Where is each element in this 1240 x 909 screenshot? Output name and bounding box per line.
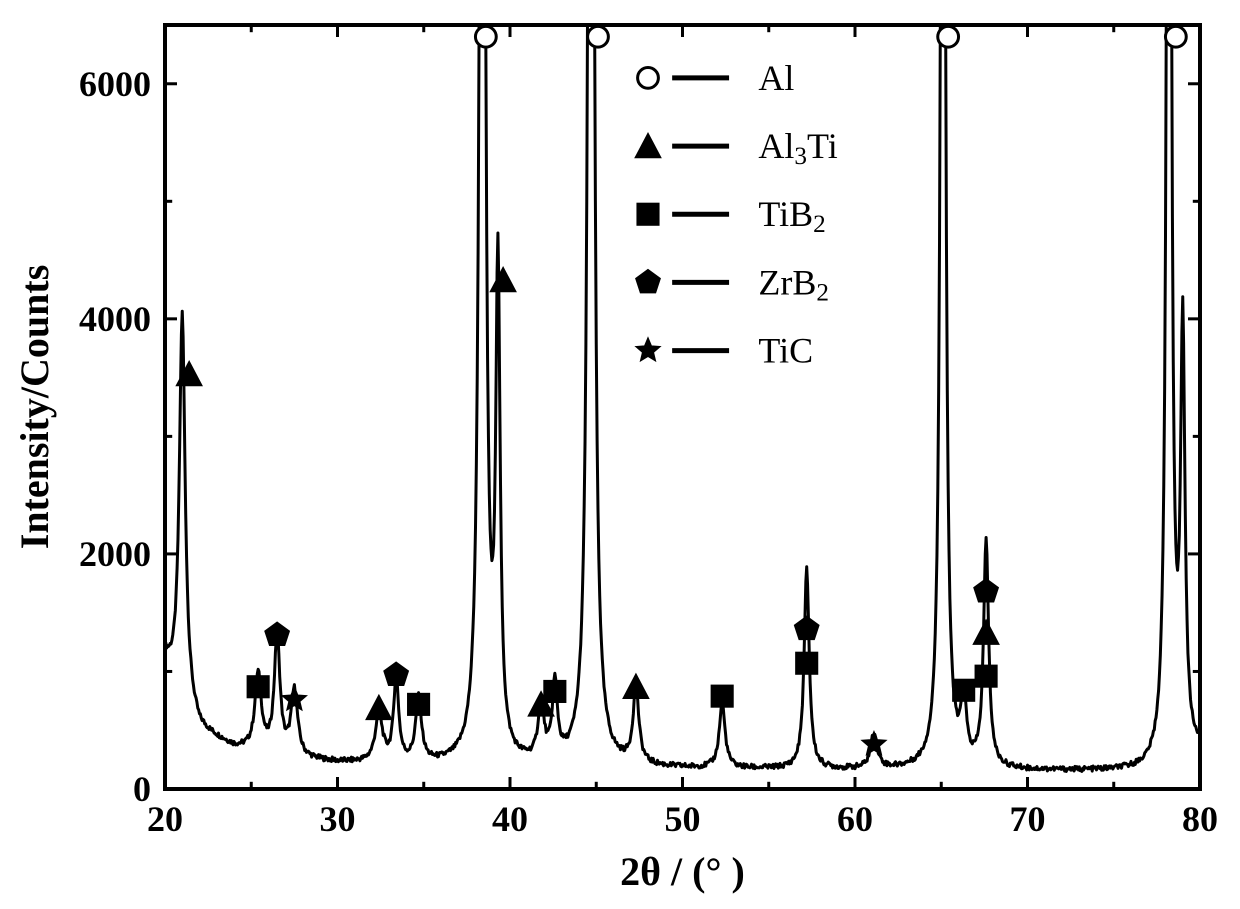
y-axis-label: Intensity/Counts: [12, 265, 57, 550]
marker-square: [711, 685, 733, 707]
x-tick-label: 70: [1010, 799, 1046, 839]
xrd-svg: 20 30 40 50 60 70 80 0 2000 4000 6000 2θ / (° ) Inte…: [0, 0, 1240, 909]
marker-square: [975, 665, 997, 687]
legend-label: Al: [758, 58, 794, 98]
y-tick-label: 6000: [79, 64, 151, 104]
marker-circle: [588, 26, 609, 47]
y-tick-label: 2000: [79, 534, 151, 574]
x-tick-label: 30: [320, 799, 356, 839]
x-tick-label: 80: [1182, 799, 1218, 839]
x-tick-label: 50: [665, 799, 701, 839]
xrd-pattern-chart: 20 30 40 50 60 70 80 0 2000 4000 6000 2θ / (° ) Inte…: [0, 0, 1240, 909]
y-tick-label: 0: [133, 769, 151, 809]
x-tick-label: 40: [492, 799, 528, 839]
marker-circle: [1165, 26, 1186, 47]
marker-square: [796, 652, 818, 674]
x-tick-label: 60: [837, 799, 873, 839]
y-tick-label: 4000: [79, 299, 151, 339]
marker-square: [953, 679, 975, 701]
marker-circle: [938, 26, 959, 47]
marker-square: [408, 693, 430, 715]
marker-circle: [475, 26, 496, 47]
legend-label: TiC: [758, 331, 813, 371]
x-tick-label: 20: [147, 799, 183, 839]
x-axis-label: 2θ / (° ): [620, 849, 745, 894]
marker-square: [247, 676, 269, 698]
marker-square: [544, 680, 566, 702]
